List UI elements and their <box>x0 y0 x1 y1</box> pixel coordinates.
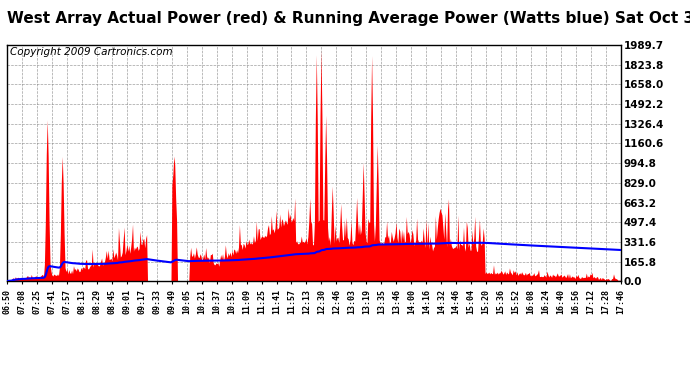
Text: West Array Actual Power (red) & Running Average Power (Watts blue) Sat Oct 3 18:: West Array Actual Power (red) & Running … <box>7 11 690 26</box>
Text: Copyright 2009 Cartronics.com: Copyright 2009 Cartronics.com <box>10 47 173 57</box>
